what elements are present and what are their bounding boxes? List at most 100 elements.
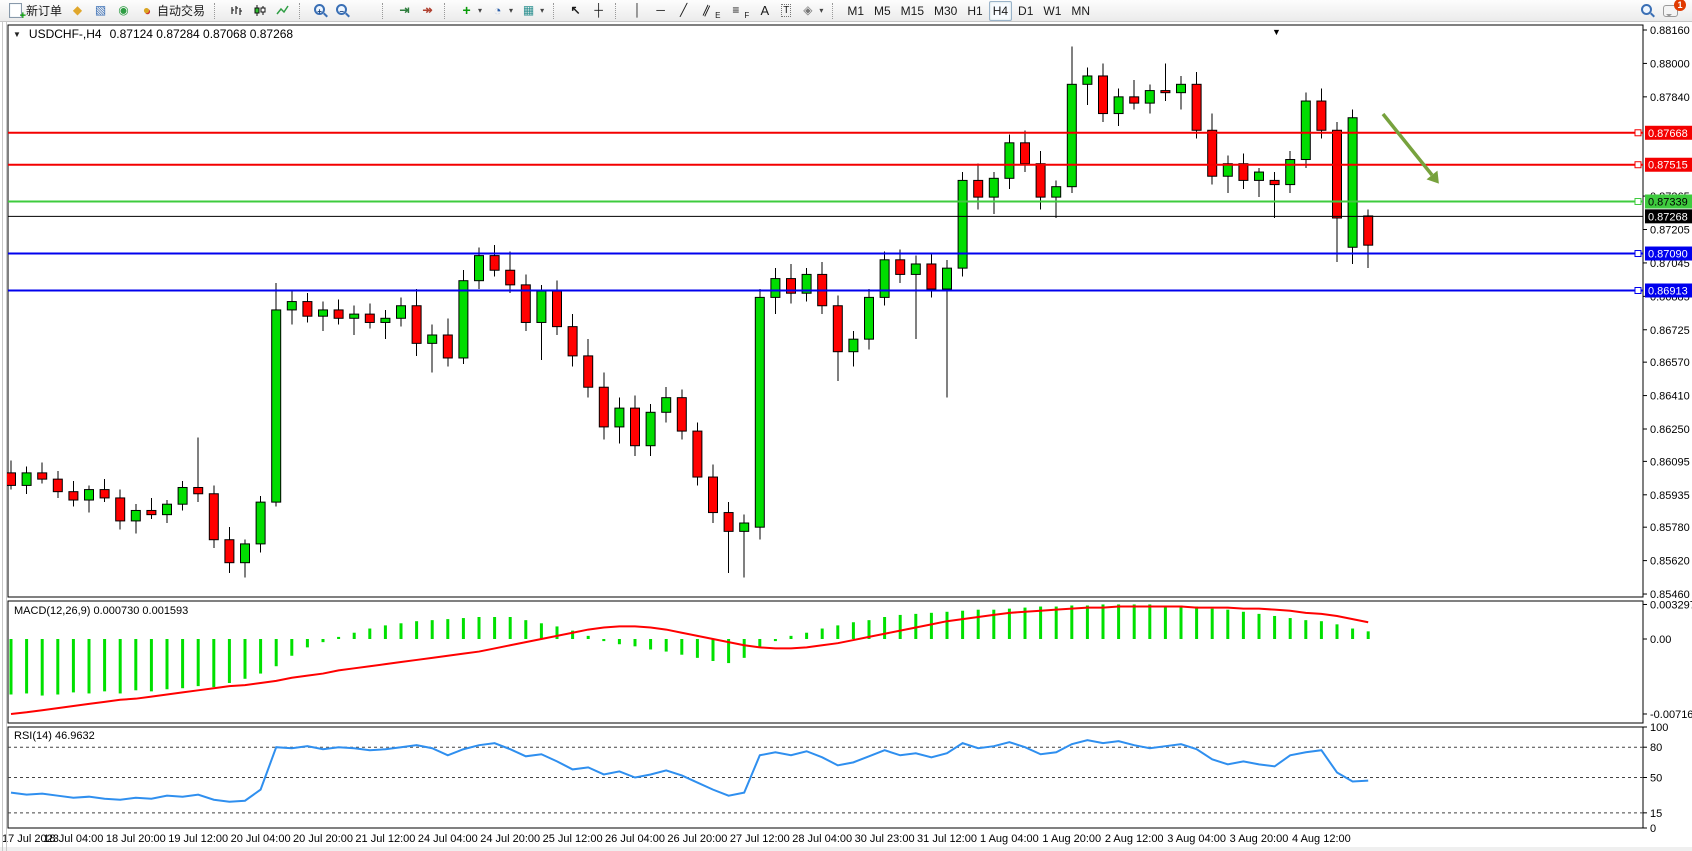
candle: [567, 326, 578, 357]
autotrading-icon: ●: [142, 3, 151, 17]
toolbar: + 新订单 ◆ ▧ ◉ ● 自动交易 + −: [0, 0, 1692, 22]
svg-text:0.88160: 0.88160: [1650, 25, 1690, 37]
search-button[interactable]: [1637, 1, 1659, 21]
text-label-tool-button[interactable]: T: [776, 1, 796, 21]
macd-histogram: [9, 604, 1370, 696]
line-anchor[interactable]: [1634, 198, 1642, 206]
trend-arrow[interactable]: [1381, 112, 1439, 184]
bar-chart-button[interactable]: [225, 1, 248, 21]
pane-frames: [7, 24, 1644, 829]
crosshair-icon: ┼: [594, 3, 603, 17]
candle: [676, 397, 687, 432]
svg-text:18 Jul 04:00: 18 Jul 04:00: [43, 833, 103, 845]
chart-canvas[interactable]: 0.881600.880000.878400.873650.872050.870…: [0, 22, 1692, 851]
candle: [1098, 75, 1108, 115]
zoom-in-button[interactable]: +: [310, 1, 332, 21]
vertical-line-tool-button[interactable]: │: [626, 1, 649, 21]
toolbar-separator: [214, 2, 221, 19]
timeframe-mn-button[interactable]: MN: [1067, 1, 1094, 21]
candle: [536, 290, 547, 323]
search-icon: [1641, 3, 1655, 18]
line-anchor[interactable]: [1634, 286, 1642, 294]
signal-button[interactable]: ◉: [112, 1, 135, 21]
candle: [1300, 100, 1311, 161]
zoom-out-button[interactable]: −: [332, 1, 354, 21]
candle: [115, 497, 126, 522]
fibonacci-tool-button[interactable]: ≡ F: [724, 1, 753, 21]
timeframe-h4-button[interactable]: H4: [988, 0, 1013, 21]
candle: [193, 486, 204, 495]
candle: [302, 301, 313, 317]
chart-wizard-button[interactable]: ◆: [66, 1, 89, 21]
candle: [146, 509, 157, 516]
tile-windows-icon: [358, 3, 373, 18]
line-anchor[interactable]: [1634, 250, 1642, 258]
timeframe-m5-button[interactable]: M5: [870, 1, 895, 21]
candle: [910, 263, 921, 275]
auto-scroll-button[interactable]: ↠: [416, 1, 439, 21]
cursor-tool-button[interactable]: ↖: [564, 1, 587, 21]
collapse-caret-icon[interactable]: ▼: [13, 29, 21, 39]
svg-text:0: 0: [1650, 823, 1656, 835]
timeframe-m1-button[interactable]: M1: [843, 1, 868, 21]
timeframe-w1-button[interactable]: W1: [1039, 1, 1065, 21]
timeframe-m15-button[interactable]: M15: [897, 1, 928, 21]
svg-text:1 Aug 04:00: 1 Aug 04:00: [980, 833, 1039, 845]
horizontal-line-tool-button[interactable]: ─: [649, 1, 672, 21]
price-axis[interactable]: 0.881600.880000.878400.873650.872050.870…: [1643, 25, 1690, 601]
candle: [692, 430, 703, 478]
line-chart-button[interactable]: [271, 1, 294, 21]
chart-shift-button[interactable]: ⇥: [393, 1, 416, 21]
symbol-period-label: USDCHF-,H4: [28, 27, 102, 41]
profile-button[interactable]: ▧: [89, 1, 112, 21]
candle: [1144, 90, 1155, 104]
trendline-tool-button[interactable]: ╱: [672, 1, 695, 21]
candle: [1129, 96, 1140, 104]
svg-text:20 Jul 04:00: 20 Jul 04:00: [231, 833, 291, 845]
timeframe-m30-button[interactable]: M30: [930, 1, 961, 21]
price-label-0.87668: 0.87668: [1648, 128, 1688, 140]
svg-text:0.86095: 0.86095: [1650, 456, 1690, 468]
candlestick-chart-button[interactable]: [248, 1, 271, 21]
candle: [1238, 163, 1249, 181]
tile-windows-button[interactable]: [354, 1, 377, 21]
rsi-label: RSI(14) 46.9632: [14, 730, 95, 742]
timeframe-d1-button[interactable]: D1: [1014, 1, 1037, 21]
candle: [427, 334, 438, 344]
crosshair-tool-button[interactable]: ┼: [587, 1, 610, 21]
svg-text:0.85935: 0.85935: [1650, 490, 1690, 502]
horizontal-lines[interactable]: [8, 129, 1643, 294]
candle: [84, 489, 94, 501]
channel-tool-button[interactable]: ∥ E: [695, 1, 724, 21]
candle: [458, 280, 469, 359]
timeframe-h1-button[interactable]: H1: [963, 1, 986, 21]
candle: [754, 296, 765, 528]
autotrading-button[interactable]: ● 自动交易: [135, 1, 209, 21]
svg-text:15: 15: [1650, 808, 1662, 820]
new-order-button[interactable]: + 新订单: [4, 1, 66, 22]
candle: [224, 539, 235, 564]
periods-button[interactable]: ◔ ▾: [486, 1, 517, 21]
line-anchor[interactable]: [1634, 161, 1642, 169]
candle: [411, 305, 422, 344]
macd-title: MACD(12,26,9) 0.000730 0.001593: [14, 605, 188, 617]
rsi-line: [10, 739, 1369, 803]
chat-button[interactable]: 1: [1659, 0, 1686, 21]
candle: [1316, 100, 1327, 131]
svg-text:27 Jul 12:00: 27 Jul 12:00: [730, 833, 790, 845]
svg-text:30 Jul 23:00: 30 Jul 23:00: [855, 833, 915, 845]
zoom-in-icon: +: [314, 3, 329, 18]
candle: [1004, 142, 1015, 179]
svg-text:18 Jul 20:00: 18 Jul 20:00: [106, 833, 166, 845]
periods-icon: ◔: [493, 3, 502, 18]
svg-text:3 Aug 04:00: 3 Aug 04:00: [1167, 833, 1226, 845]
arrows-tool-button[interactable]: ◈ ▾: [796, 1, 827, 21]
text-tool-button[interactable]: A: [753, 1, 776, 21]
candle: [1035, 163, 1046, 198]
indicators-button[interactable]: + ▾: [455, 1, 486, 21]
line-anchor[interactable]: [1634, 129, 1642, 137]
templates-button[interactable]: ▦ ▾: [517, 1, 548, 21]
svg-text:28 Jul 04:00: 28 Jul 04:00: [792, 833, 852, 845]
chart-shift-marker[interactable]: ▼: [1272, 27, 1281, 37]
